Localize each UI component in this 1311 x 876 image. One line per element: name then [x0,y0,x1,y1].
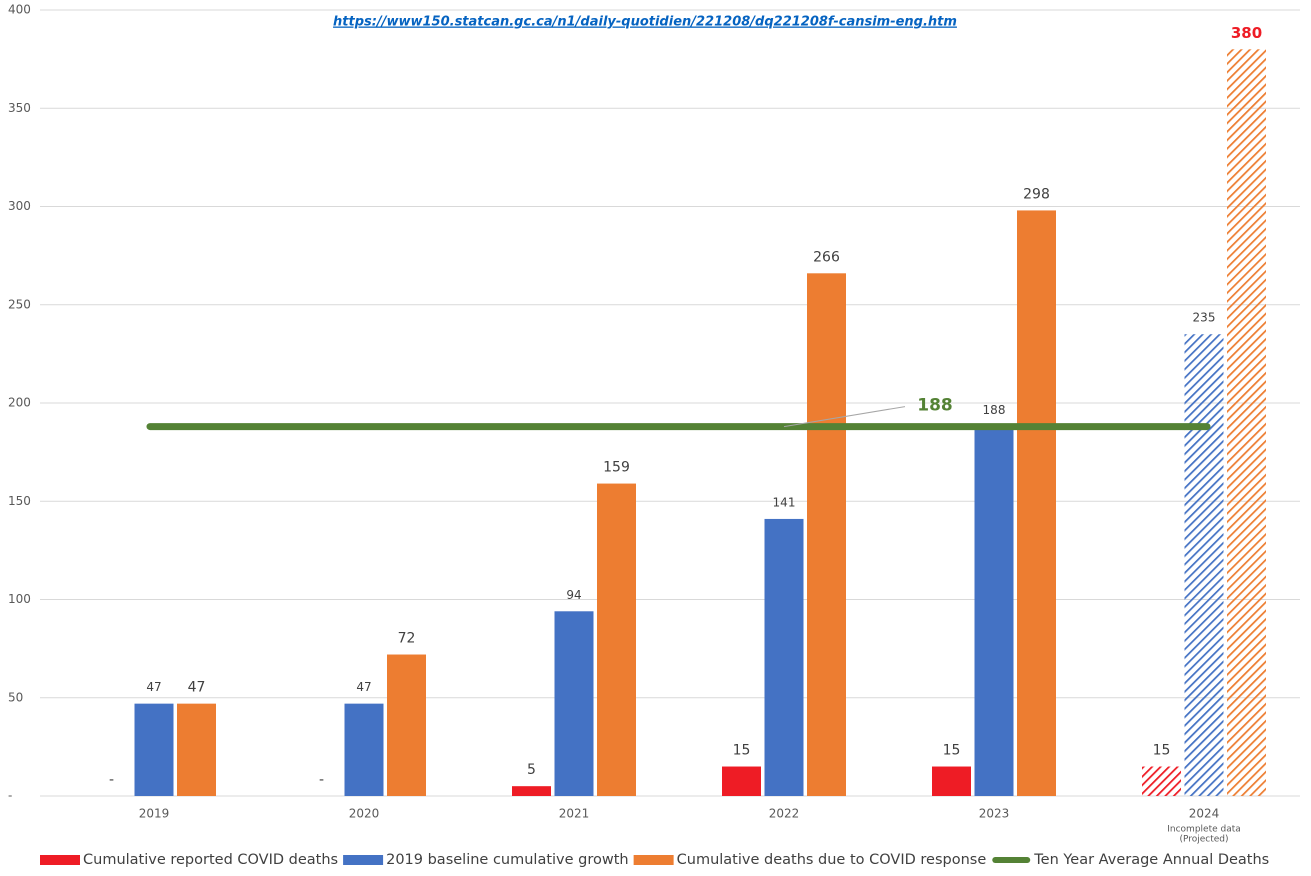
x-tick-label: 2020 [349,807,380,821]
data-label: 15 [1153,743,1171,759]
data-label: 141 [773,495,796,509]
data-label: 94 [566,588,581,602]
data-label: 380 [1231,24,1262,42]
category-note: Incomplete data [1167,825,1241,835]
chart-subtitle: https://www150.statcan.gc.ca/n1/daily-qu… [333,15,957,30]
x-tick-label: 2021 [559,807,590,821]
y-tick-label: 300 [8,199,31,213]
y-tick-label: 400 [8,3,31,17]
bar [1017,210,1056,796]
line-label: 188 [917,396,953,416]
x-tick-label: 2023 [979,807,1010,821]
legend-label: Cumulative deaths due to COVID response [677,852,987,868]
x-tick-label: 2019 [139,807,170,821]
y-tick-label: 150 [8,494,31,508]
bar [344,703,384,796]
bar [512,786,551,796]
data-label: 298 [1023,186,1050,202]
legend-swatch [40,855,80,865]
y-tick-label: 350 [8,101,31,115]
bar [932,766,971,796]
data-label: 5 [527,762,536,778]
legend-swatch [633,855,674,865]
bar [134,703,174,796]
bar [597,483,636,796]
bar [722,766,761,796]
bar [974,426,1014,796]
bar [1142,766,1181,796]
data-label: - [109,772,114,788]
data-label: 159 [603,460,630,476]
bar [1227,49,1266,797]
data-label: 72 [398,631,416,647]
x-tick-label: 2022 [769,807,800,821]
bar [1184,334,1224,796]
data-label: 188 [983,403,1006,417]
legend-label: 2019 baseline cumulative growth [386,852,629,868]
legend-label: Cumulative reported COVID deaths [83,852,338,868]
data-label: 235 [1193,311,1216,325]
legend-label: Ten Year Average Annual Deaths [1033,852,1269,868]
bar [177,703,216,796]
y-tick-label: 250 [8,297,31,311]
leader-line [783,406,906,428]
bar [387,654,426,796]
x-tick-label: 2024 [1189,807,1220,821]
bar [554,611,594,796]
y-tick-label: 200 [8,396,31,410]
data-label: 47 [146,680,161,694]
bar [807,273,846,796]
y-tick-label: 50 [8,690,23,704]
bar [764,518,804,796]
legend-swatch [343,855,384,865]
data-label: - [319,772,324,788]
data-label: 15 [943,743,961,759]
data-label: 266 [813,249,840,265]
data-label: 47 [188,680,206,696]
y-tick-label: 100 [8,592,31,606]
y-tick-label: - [8,789,12,803]
data-label: 15 [733,743,751,759]
category-note: (Projected) [1179,835,1228,845]
data-label: 47 [356,680,371,694]
